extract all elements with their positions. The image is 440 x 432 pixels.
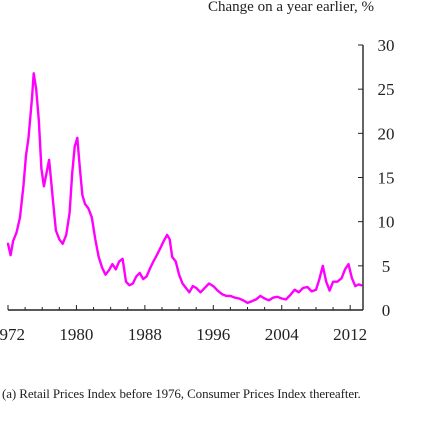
axes [7, 44, 364, 311]
x-tick-label: 1996 [196, 325, 230, 344]
tick-labels: 1972 1980 1988 1996 2004 2012 0 5 10 15 20 25 30 [0, 36, 395, 344]
inflation-line-chart: Change on a year earlier, % 1972 1980 1988… [0, 0, 395, 344]
inflation-series-line [6, 72, 363, 305]
y-axis-unit-label: Change on a year earlier, % [208, 0, 374, 15]
y-tick-label: 20 [378, 124, 395, 143]
footnote: (a) Retail Prices Index before 1976, Con… [2, 386, 361, 401]
x-tick-label: 2004 [265, 325, 300, 344]
x-tick-label: 1972 [0, 325, 25, 344]
y-tick-label: 15 [378, 169, 395, 188]
y-tick-label: 30 [378, 36, 395, 55]
y-tick-label: 5 [382, 257, 391, 276]
plot-area [6, 72, 363, 305]
y-tick-label: 10 [378, 213, 395, 232]
y-tick-label: 0 [382, 301, 391, 320]
x-tick-label: 1980 [59, 325, 93, 344]
y-tick-label: 25 [378, 80, 395, 99]
x-tick-label: 2012 [333, 325, 367, 344]
x-tick-label: 1988 [128, 325, 162, 344]
